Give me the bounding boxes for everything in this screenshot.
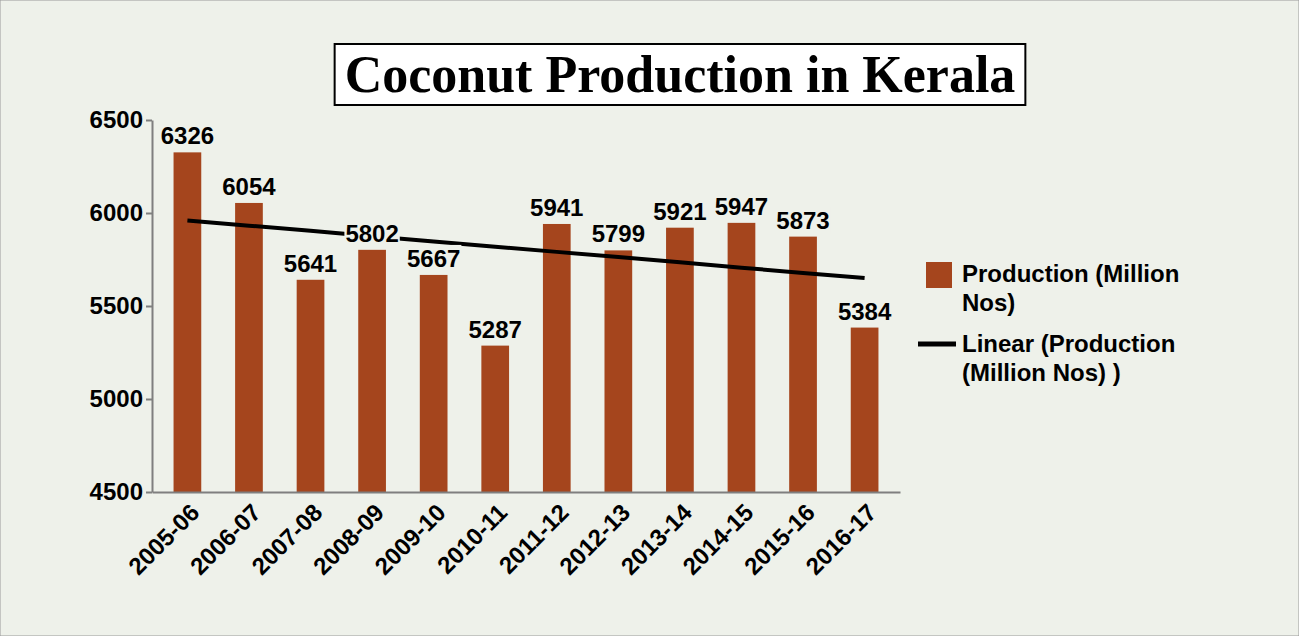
legend-label: Linear (Production(Million Nos) ) <box>962 330 1175 386</box>
title: Coconut Production in Kerala <box>345 46 1016 103</box>
y-tick-label: 5000 <box>90 385 143 412</box>
data-label: 5873 <box>776 207 829 234</box>
data-label-patch <box>344 220 399 247</box>
y-tick-label: 5500 <box>90 292 143 319</box>
x-axis: 2005-062006-072007-082008-092009-102010-… <box>123 492 900 580</box>
y-axis: 4500 5000 5500 6000 6500 <box>90 106 153 505</box>
y-tick-mark <box>146 120 152 122</box>
data-label-group: 5641 <box>283 250 338 277</box>
legend-label: Production (MillionNos) <box>962 260 1179 316</box>
data-label-patch <box>468 316 523 343</box>
data-label: 5921 <box>653 198 706 225</box>
legend-label-line: (Million Nos) ) <box>962 359 1121 386</box>
data-label-group: 6054 <box>221 173 277 200</box>
data-label: 5941 <box>530 194 583 221</box>
y-tick-mark <box>146 399 152 401</box>
title-group: Coconut Production in Kerala <box>335 44 1026 105</box>
x-tick: 2016-17 <box>800 492 881 580</box>
bar <box>358 250 386 492</box>
data-label-patch <box>529 194 584 221</box>
data-label-patch <box>837 298 893 325</box>
data-label-group: 5921 <box>652 198 707 225</box>
y-tick-mark <box>146 492 152 494</box>
bar <box>235 203 263 492</box>
data-label: 5287 <box>469 316 522 343</box>
data-label-patch <box>406 245 461 272</box>
bar <box>297 280 325 492</box>
data-label-group: 5947 <box>714 193 769 220</box>
y-tick: 5000 <box>90 385 152 412</box>
legend: Production (MillionNos) Linear (Productio… <box>918 260 1179 386</box>
data-label-group: 5384 <box>837 298 893 325</box>
data-label: 6326 <box>161 122 214 149</box>
data-label: 6054 <box>222 173 276 200</box>
y-tick: 4500 <box>90 478 152 505</box>
y-tick: 6000 <box>90 199 152 226</box>
data-label-group: 5941 <box>529 194 584 221</box>
data-label: 5641 <box>284 250 337 277</box>
bar <box>604 250 632 492</box>
trend-line <box>187 220 864 278</box>
data-label-patch <box>714 193 769 220</box>
data-label-patch <box>283 250 338 277</box>
data-label: 5799 <box>592 220 645 247</box>
y-tick-label: 6500 <box>90 106 143 133</box>
bar <box>543 224 571 492</box>
plot-area <box>174 152 879 492</box>
legend-label-line: Nos) <box>962 289 1015 316</box>
data-label-group: 5799 <box>591 220 646 247</box>
data-label-patch <box>221 173 277 200</box>
data-label: 5802 <box>345 220 398 247</box>
x-tick-label: 2016-17 <box>800 498 881 579</box>
y-tick: 6500 <box>90 106 152 133</box>
data-label-patch <box>652 198 707 225</box>
data-label-patch <box>160 122 215 149</box>
chart: Coconut Production in Kerala 4500 5000 5500… <box>0 0 1299 636</box>
bar <box>851 328 879 492</box>
data-label-group: 5287 <box>468 316 523 343</box>
data-label-group: 5667 <box>406 245 461 272</box>
x-axis-line <box>153 492 901 494</box>
legend-label-line: Production (Million <box>962 260 1179 287</box>
legend-label-line: Linear (Production <box>962 330 1175 357</box>
bar <box>174 152 202 492</box>
bar <box>728 223 756 492</box>
data-label: 5667 <box>407 245 460 272</box>
y-tick-mark <box>146 213 152 215</box>
data-label-group: 5802 <box>344 220 399 247</box>
y-tick-mark <box>146 306 152 308</box>
legend-swatch <box>918 342 956 347</box>
y-tick-label: 6000 <box>90 199 143 226</box>
y-tick-label: 4500 <box>90 478 143 505</box>
data-label-patch <box>591 220 646 247</box>
data-label-group: 6326 <box>160 122 215 149</box>
legend-swatch <box>926 262 952 288</box>
background <box>0 0 1299 636</box>
data-label-group: 5873 <box>775 207 830 234</box>
data-labels: 6326 6054 5641 5802 5667 5287 5941 5799 5921 5947… <box>160 122 893 342</box>
bar <box>481 346 509 492</box>
data-label: 5384 <box>838 298 892 325</box>
bar <box>420 275 448 492</box>
data-label-patch <box>775 207 830 234</box>
data-label: 5947 <box>715 193 768 220</box>
bar <box>666 228 694 492</box>
y-tick: 5500 <box>90 292 152 319</box>
title-box <box>335 44 1026 105</box>
